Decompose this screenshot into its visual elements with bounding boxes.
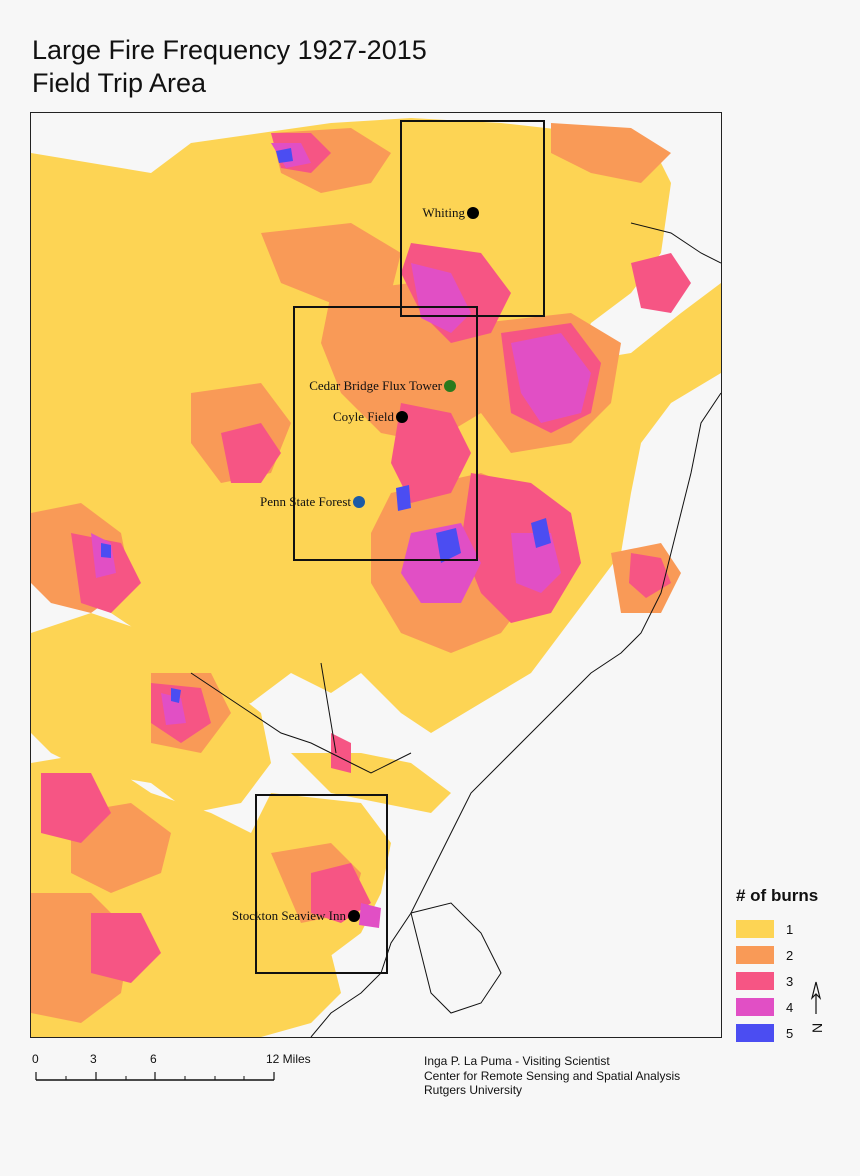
legend-item: 2 [736,942,846,968]
scale-tick-label: 6 [150,1052,157,1066]
place-whiting[interactable]: Whiting [422,205,479,220]
legend-label: 1 [786,921,794,937]
legend-item: 3 [736,968,846,994]
legend-label: 4 [786,999,794,1015]
north-label: N [809,1023,825,1033]
place-label-penn-state-forest: Penn State Forest [260,494,351,509]
legend-swatch [736,972,774,990]
place-label-cedar-bridge: Cedar Bridge Flux Tower [309,378,442,393]
map-frame[interactable]: Whiting Cedar Bridge Flux Tower Coyle Fi… [30,112,722,1038]
place-stockton-seaview[interactable]: Stockton Seaview Inn [232,908,360,923]
legend-label: 5 [786,1025,794,1041]
place-coyle-field[interactable]: Coyle Field [333,409,408,424]
scale-bar: 0 3 6 12 Miles [30,1052,330,1092]
place-label-whiting: Whiting [422,205,465,220]
legend-swatch [736,1024,774,1042]
credit-block: Inga P. La Puma - Visiting Scientist Cen… [424,1054,680,1098]
legend-swatch [736,946,774,964]
river-2 [320,662,337,754]
legend-item: 5 [736,1020,846,1046]
scale-tick-label: 0 [32,1052,39,1066]
scale-bar-line [35,1072,275,1081]
legend-label: 2 [786,947,794,963]
field-box-central[interactable] [293,306,478,561]
scale-tick-label: 12 Miles [266,1052,311,1066]
fire-frequency-map: Whiting Cedar Bridge Flux Tower Coyle Fi… [31,118,721,1037]
field-box-stockton[interactable] [255,794,388,974]
legend-item: 1 [736,916,846,942]
legend-title: # of burns [736,886,819,905]
legend: # of burns 1 2 3 4 5 [736,886,846,1046]
title-line-2: Field Trip Area [32,68,207,98]
scale-tick-label: 3 [90,1052,97,1066]
title-line-1: Large Fire Frequency 1927-2015 [32,35,427,65]
place-label-coyle-field: Coyle Field [333,409,395,424]
legend-swatch [736,920,774,938]
burn-5-areas [101,148,551,703]
inlet-outline [630,222,721,264]
map-title: Large Fire Frequency 1927-2015 Field Tri… [32,34,427,100]
marsh-outline [410,902,502,1014]
legend-swatch [736,998,774,1016]
credit-university: Rutgers University [424,1083,523,1097]
river [190,672,412,774]
legend-label: 3 [786,973,794,989]
coastline [310,392,721,1037]
field-box-whiting[interactable] [400,120,545,317]
place-penn-state-forest[interactable]: Penn State Forest [260,494,365,509]
burn-4-areas [91,143,591,928]
credit-author: Inga P. La Puma - Visiting Scientist [424,1054,610,1068]
place-cedar-bridge[interactable]: Cedar Bridge Flux Tower [309,378,456,393]
place-label-stockton-seaview: Stockton Seaview Inn [232,908,347,923]
north-arrow-icon: N [809,981,825,1033]
legend-item: 4 [736,994,846,1020]
credit-center: Center for Remote Sensing and Spatial An… [424,1068,681,1083]
